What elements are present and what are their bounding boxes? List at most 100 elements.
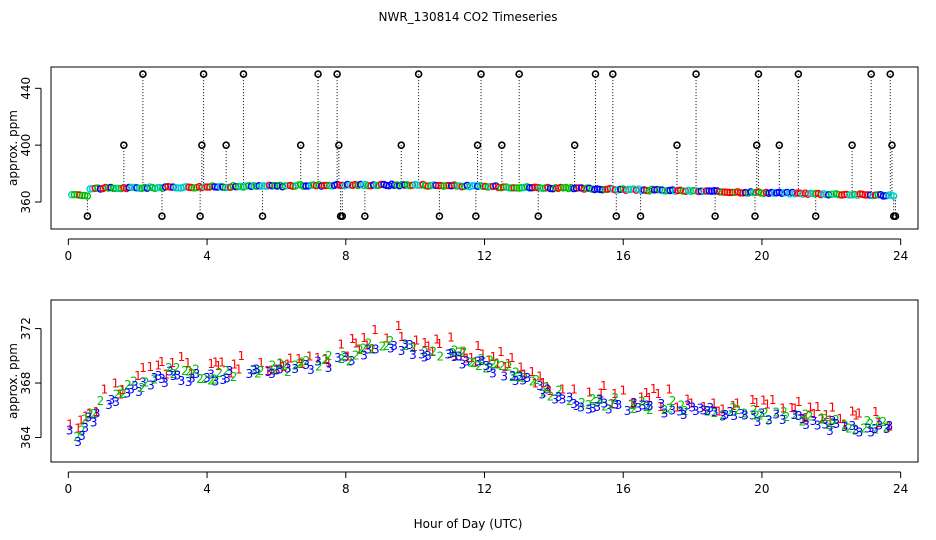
bottom-series-3-point: 3 (555, 390, 563, 404)
top-baseline-point (401, 181, 409, 189)
bottom-series-2-point: 2 (727, 405, 735, 419)
bottom-series-3-point: 3 (596, 393, 604, 407)
bottom-series-1-point: 1 (505, 357, 513, 371)
bottom-series-3-point: 3 (273, 363, 281, 377)
bottom-series-2-point: 2 (130, 374, 138, 388)
bottom-series-1-point: 1 (74, 422, 82, 436)
bottom-series-2-point: 2 (711, 406, 719, 420)
bottom-series-2-point: 2 (185, 365, 193, 379)
top-baseline-point (468, 181, 477, 190)
bottom-series-3-point: 3 (795, 409, 803, 423)
bottom-series-3-point: 3 (722, 408, 730, 422)
top-spike-point (591, 70, 600, 78)
bottom-series-1-point: 1 (763, 397, 771, 411)
bottom-series-2-point: 2 (596, 393, 604, 407)
top-baseline-point (890, 192, 898, 200)
bottom-series-1-point: 1 (872, 405, 880, 419)
top-spike-point (435, 212, 444, 221)
bottom-series-3-point: 3 (852, 424, 860, 438)
bottom-series-2-point: 2 (200, 372, 208, 386)
bottom-series-1-point: 1 (657, 400, 665, 414)
bottom-series-3-point: 3 (334, 351, 342, 365)
top-baseline-point (320, 181, 328, 190)
bottom-series-3-point: 3 (867, 426, 875, 440)
bottom-series-2-point: 2 (643, 400, 651, 414)
bottom-series-2-point: 2 (470, 356, 478, 370)
bottom-series-1-point: 1 (77, 414, 85, 428)
bottom-series-1-point: 1 (325, 356, 333, 370)
bottom-series-1-point: 1 (184, 356, 192, 370)
bottom-series-2-point: 2 (669, 394, 677, 408)
bottom-series-2-point: 2 (825, 418, 833, 432)
top-spike-point (258, 212, 267, 221)
bottom-series-1-point: 1 (395, 319, 403, 333)
bottom-series-2-point: 2 (845, 422, 853, 436)
top-baseline-point (486, 182, 495, 191)
bottom-series-1-point: 1 (733, 397, 741, 411)
top-spike-point (754, 70, 763, 78)
bottom-series-1-point: 1 (501, 360, 509, 374)
bottom-series-3-point: 3 (684, 399, 692, 413)
top-baseline-point (78, 191, 86, 200)
top-x-tick-label: 20 (754, 249, 769, 263)
top-baseline-point (736, 189, 744, 197)
top-x-tick-label: 0 (65, 249, 73, 263)
bottom-series-2-point: 2 (611, 391, 619, 405)
bottom-series-3-point: 3 (758, 407, 766, 421)
bottom-series-1-point: 1 (82, 410, 90, 424)
bottom-series-1-point: 1 (710, 397, 718, 411)
bottom-series-2-point: 2 (271, 363, 279, 377)
top-baseline-point (510, 184, 518, 192)
bottom-series-3-point: 3 (93, 407, 101, 421)
bottom-series-3-point: 3 (658, 397, 666, 411)
bottom-series-1-point: 1 (398, 330, 406, 344)
bottom-series-3-point: 3 (455, 349, 463, 363)
bottom-series-2-point: 2 (661, 403, 669, 417)
bottom-series-3-point: 3 (166, 365, 174, 379)
bottom-series-3-point: 3 (643, 398, 651, 412)
bottom-series-3-point: 3 (325, 361, 333, 375)
bottom-series-2-point: 2 (841, 418, 849, 432)
bottom-series-3-point: 3 (250, 364, 258, 378)
top-baseline-point (88, 184, 97, 193)
bottom-series-2-point: 2 (860, 421, 868, 435)
top-spike-point (222, 141, 230, 149)
bottom-series-1-point: 1 (539, 376, 547, 390)
bottom-series-1-point: 1 (841, 418, 849, 432)
bottom-series-2-point: 2 (750, 403, 758, 417)
bottom-series-2-point: 2 (387, 334, 395, 348)
top-x-axis: 0 4 8 12 16 20 24 (65, 238, 908, 263)
top-spike-point (692, 70, 700, 78)
bottom-series-3-point: 3 (810, 414, 818, 428)
top-spike-point (139, 70, 147, 78)
bottom-series-1-point: 1 (546, 384, 554, 398)
bottom-series-2-point: 2 (566, 394, 574, 408)
bottom-series-2-point: 2 (478, 352, 486, 366)
bottom-series-2-point: 2 (321, 353, 329, 367)
top-baseline-point (166, 183, 175, 191)
bottom-series-3-point: 3 (570, 397, 578, 411)
bottom-series-1-point: 1 (749, 393, 757, 407)
top-baseline-point (835, 190, 843, 199)
chart-title: NWR_130814 CO2 Timeseries (379, 10, 558, 24)
bottom-series-2-point: 2 (734, 403, 742, 417)
bottom-series-3-point: 3 (174, 369, 182, 383)
top-baseline-point (364, 181, 372, 190)
bottom-series-1-point: 1 (298, 357, 306, 371)
top-x-tick-label: 4 (203, 249, 211, 263)
top-baseline-point (653, 185, 661, 194)
top-spike-point (199, 70, 208, 78)
top-baseline-point (200, 183, 209, 191)
top-baseline-point (336, 181, 344, 190)
bottom-series-3-point: 3 (779, 413, 787, 427)
top-baseline-point (572, 184, 581, 192)
bottom-series-3-point: 3 (459, 358, 467, 372)
top-spike-point (472, 212, 480, 221)
bottom-series-1-point: 1 (628, 398, 636, 412)
bottom-series-3-point: 3 (559, 392, 567, 406)
bottom-series-2-point: 2 (628, 398, 636, 412)
bottom-series-1-point: 1 (597, 387, 605, 401)
bottom-series-3-point: 3 (871, 422, 879, 436)
bottom-series-1-point: 1 (654, 387, 662, 401)
bottom-series-1-point: 1 (543, 380, 551, 394)
